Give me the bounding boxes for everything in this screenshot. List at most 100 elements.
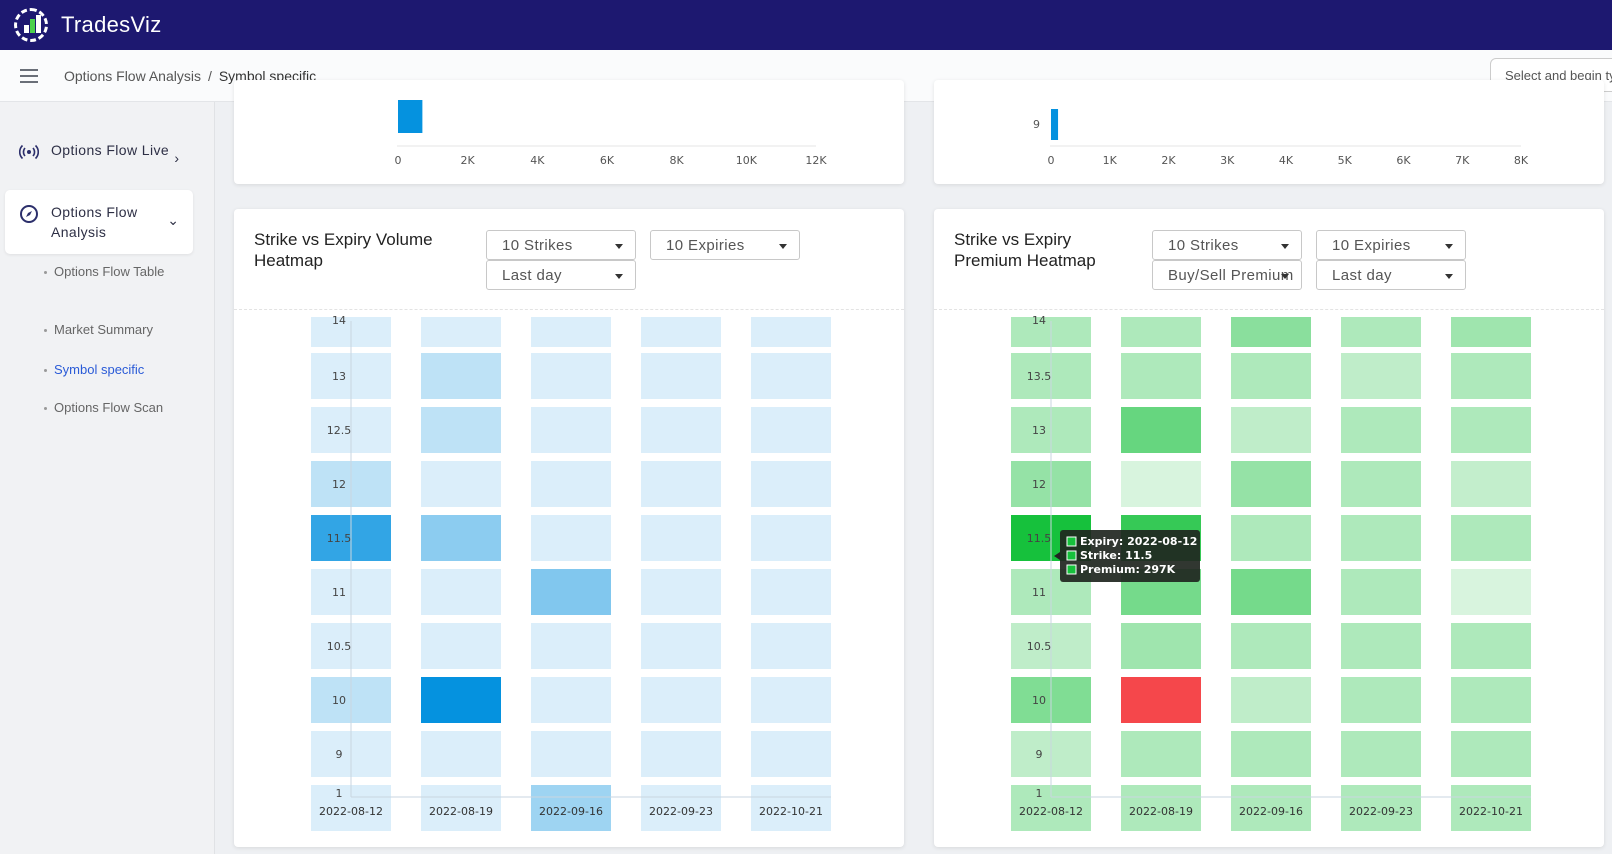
heatmap-cell (1231, 785, 1311, 831)
top-bar: TradesViz (0, 0, 1612, 50)
heatmap-cell (1231, 353, 1311, 399)
tooltip-line: Strike: 11.5 (1080, 549, 1152, 562)
top-right-bar-chart: 0 1K 2K 3K 4K 5K 6K 7K 8K 9 (1033, 109, 1529, 167)
breadcrumb-current: Symbol specific (218, 67, 317, 84)
heatmap-cell (1451, 569, 1531, 615)
heatmap-cell (1341, 569, 1421, 615)
heatmap-cell (1341, 515, 1421, 561)
top-left-chart-card: 0 2K 4K 6K 8K 10K 12K (234, 80, 904, 184)
sidebar-subitem-options-flow-scan[interactable]: Options Flow Scan (44, 398, 174, 418)
tooltip-swatch (1066, 550, 1077, 561)
x-tick-label: 2022-08-12 (319, 805, 383, 818)
heatmap-cell (421, 461, 501, 507)
y-tick-label: 10 (1032, 694, 1046, 707)
heatmap-cell (641, 677, 721, 723)
broadcast-icon (18, 142, 40, 162)
breadcrumb-parent[interactable]: Options Flow Analysis (64, 67, 201, 84)
heatmap-cell (751, 407, 831, 453)
bar (1051, 109, 1059, 140)
x-tick-label: 5K (1338, 154, 1353, 167)
sidebar-subitem-symbol-specific[interactable]: Symbol specific (44, 360, 174, 380)
heatmap-cell (1341, 461, 1421, 507)
heatmap-cell (641, 569, 721, 615)
volume-heatmap-card: Strike vs Expiry Volume Heatmap 10 Strik… (234, 209, 904, 847)
y-tick-label: 12 (1032, 478, 1046, 491)
x-tick-label: 2022-09-23 (1349, 805, 1413, 818)
tooltip-pointer (1054, 552, 1060, 560)
heatmap-cell (751, 569, 831, 615)
sidebar-item-options-flow-live[interactable]: Options Flow Live › (5, 128, 193, 178)
x-tick-label: 0 (395, 154, 402, 167)
x-tick-label: 4K (1279, 154, 1294, 167)
heatmap-cell (1451, 623, 1531, 669)
heatmap-cell (1231, 569, 1311, 615)
x-tick-label: 0 (1048, 154, 1055, 167)
heatmap-cell (641, 731, 721, 777)
premium-period-select[interactable]: Last day (1316, 260, 1466, 290)
heatmap-cell (421, 677, 501, 723)
y-tick-label: 12.5 (327, 424, 352, 437)
heatmap-cell (751, 785, 831, 831)
y-tick-label: 1 (1036, 787, 1043, 800)
heatmap-cell (531, 317, 611, 347)
sidebar-subitem-market-summary[interactable]: Market Summary (44, 320, 174, 340)
app-name: TradesViz (61, 12, 162, 37)
heatmap-cell (1121, 623, 1201, 669)
y-tick-label: 9 (1033, 118, 1040, 131)
volume-expiries-select[interactable]: 10 Expiries (650, 230, 800, 260)
bar (398, 100, 423, 133)
heatmap-cell (421, 569, 501, 615)
x-tick-label: 2022-10-21 (1459, 805, 1523, 818)
sidebar-item-label: Options Flow Live (51, 142, 170, 158)
sidebar-subitem-options-flow-table[interactable]: Options Flow Table (44, 262, 174, 282)
heatmap-cell (641, 785, 721, 831)
heatmap-cell (1231, 677, 1311, 723)
premium-expiries-select[interactable]: 10 Expiries (1316, 230, 1466, 260)
y-tick-label: 11 (1032, 586, 1046, 599)
heatmap-cell (421, 407, 501, 453)
heatmap-cell (1231, 731, 1311, 777)
premium-side-select[interactable]: Buy/Sell Premium (1152, 260, 1302, 290)
heatmap-cell (1231, 317, 1311, 347)
heatmap-cell (1451, 353, 1531, 399)
x-tick-label: 8K (1514, 154, 1529, 167)
heatmap-cell (1341, 317, 1421, 347)
heatmap-cell (1341, 677, 1421, 723)
heatmap-cell (531, 407, 611, 453)
heatmap-cell (641, 317, 721, 347)
x-tick-label: 4K (530, 154, 545, 167)
y-tick-label: 13 (1032, 424, 1046, 437)
heatmap-cell (1341, 785, 1421, 831)
y-tick-label: 11.5 (327, 532, 352, 545)
y-tick-label: 10.5 (327, 640, 352, 653)
heatmap-cell (421, 731, 501, 777)
volume-period-select[interactable]: Last day (486, 260, 636, 290)
x-tick-label: 10K (736, 154, 758, 167)
heatmap-cell (531, 353, 611, 399)
heatmap-cell (531, 785, 611, 831)
x-tick-label: 1K (1103, 154, 1118, 167)
y-tick-label: 10.5 (1027, 640, 1052, 653)
volume-strikes-select[interactable]: 10 Strikes (486, 230, 636, 260)
x-tick-label: 2022-09-16 (539, 805, 603, 818)
heatmap-cell (1121, 353, 1201, 399)
logo[interactable]: TradesViz (14, 8, 162, 42)
x-tick-label: 2022-09-23 (649, 805, 713, 818)
breadcrumb-separator: / (207, 67, 212, 84)
heatmap-cell (1121, 317, 1201, 347)
y-tick-label: 14 (1032, 314, 1046, 327)
sidebar-item-options-flow-analysis[interactable]: Options Flow Analysis ⌄ (5, 190, 193, 254)
premium-strikes-select[interactable]: 10 Strikes (1152, 230, 1302, 260)
chevron-right-icon: › (174, 150, 179, 166)
heatmap-cell (641, 623, 721, 669)
y-tick-label: 13.5 (1027, 370, 1052, 383)
tooltip-box (1060, 530, 1200, 582)
heatmap-cell (531, 623, 611, 669)
x-tick-label: 2022-10-21 (759, 805, 823, 818)
menu-icon[interactable] (20, 68, 38, 83)
heatmap-cell (1231, 461, 1311, 507)
heatmap-cell (421, 353, 501, 399)
card-divider (934, 309, 1604, 310)
heatmap-cell (1121, 461, 1201, 507)
heatmap-cell (421, 317, 501, 347)
